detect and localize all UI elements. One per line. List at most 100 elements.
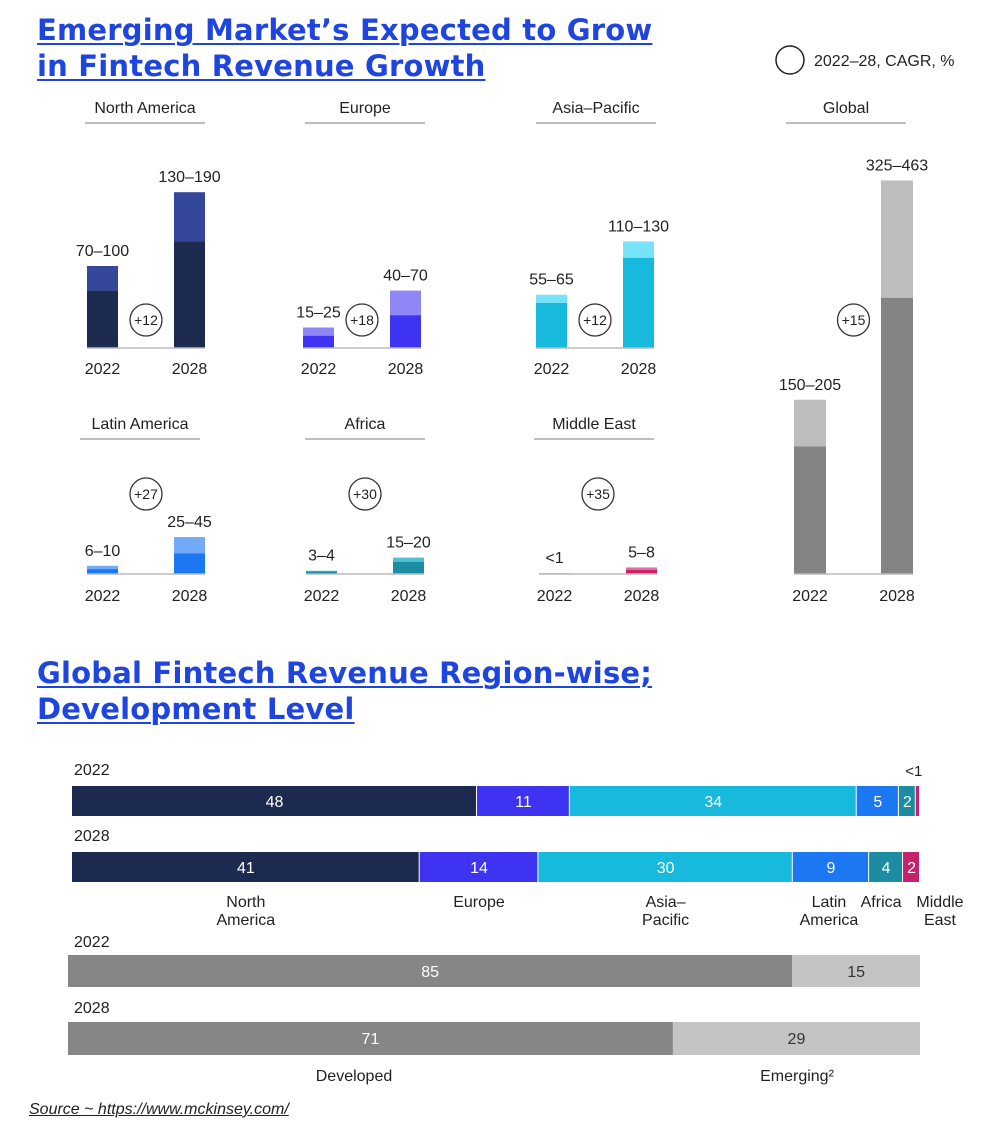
panel-middle-east: Middle East <1 2022 5–8 2028 +35 [534,416,659,605]
stack-seg-middle-east-2022 [915,786,919,816]
section1-title-line1: Emerging Market’s Expected to Grow [37,13,653,47]
cagr-circle-europe [345,303,379,337]
cagr-label-middle-east: +35 [586,486,610,502]
bar-range-middle-east-2028 [626,567,657,570]
bar-range-africa-2028 [393,557,424,562]
bar-range-asia-pacific-2022 [536,294,567,303]
cagr-label-europe: +18 [350,312,374,328]
stack-cat-label-africa: Africa [861,894,902,911]
stack-cat-label2-asia-pacific: Pacific [642,912,689,929]
year-label-middle-east-2022: 2022 [537,588,573,605]
year-label-global-2028: 2028 [879,588,915,605]
bar-range-asia-pacific-2028 [623,241,654,258]
cagr-circle-africa [348,477,382,511]
section1-title: Emerging Market’s Expected to Grow in Fi… [37,12,677,84]
bar-low-africa-2022 [306,571,337,574]
panel-global: Global 150–205 2022 325–463 2028 +15 [779,100,928,605]
cagr-circle-middle-east [581,477,615,511]
stack-label-north-america-2028: 41 [237,860,255,877]
year-label-latin-america-2022: 2022 [85,588,121,605]
bar-range-global-2022 [794,399,826,447]
stack-seg-asia-pacific-2028 [538,852,792,882]
stack-cat-label2-latin-america: America [800,912,859,929]
stack-seg-north-america-2022 [72,786,477,816]
dev-label-developed-2028: 71 [362,1031,380,1048]
stack-label-europe-2022: 11 [515,794,532,811]
panel-title-global: Global [823,100,869,117]
value-label-middle-east-2028: 5–8 [628,544,655,561]
source-note[interactable]: Source ~ https://www.mckinsey.com/ [29,1101,289,1118]
bar-low-middle-east-2028 [626,569,657,574]
value-label-north-america-2022: 70–100 [76,243,129,260]
cagr-circle-latin-america [129,477,163,511]
stack-seg-europe-2022 [477,786,569,816]
bar-low-europe-2028 [390,315,421,348]
cagr-label-asia-pacific: +12 [583,312,607,328]
cagr-label-global: +15 [842,312,866,328]
stack-cat-label-middle-east: Middle [916,894,963,911]
panel-title-asia-pacific: Asia–Pacific [552,100,639,117]
stack-label-asia-pacific-2028: 30 [657,860,675,877]
dev-year-2022: 2022 [74,934,110,951]
year-label-asia-pacific-2022: 2022 [534,361,570,378]
dev-legend-developed: Developed [316,1068,393,1085]
bar-range-europe-2028 [390,290,421,316]
development-share-stacked-bars: 2022 85 15 2028 71 29 Developed Emerging² [68,934,920,1085]
year-label-asia-pacific-2028: 2028 [621,361,657,378]
value-label-europe-2022: 15–25 [296,305,341,322]
stack-seg-asia-pacific-2022 [569,786,856,816]
dev-label-emerging-2022: 15 [847,964,865,981]
dev-seg-emerging-2028 [672,1022,920,1055]
stack-seg-latin-america-2022 [856,786,898,816]
stack-seg-africa-2028 [869,852,903,882]
year-label-global-2022: 2022 [792,588,828,605]
bar-low-latin-america-2022 [87,569,118,574]
dev-legend-emerging: Emerging² [760,1068,834,1085]
stack-label-africa-2022: 2 [903,794,912,811]
value-label-africa-2022: 3–4 [308,548,335,565]
stack-cat-label-asia-pacific: Asia– [646,894,686,911]
stack-cat-label-latin-america: Latin [812,894,847,911]
panel-title-middle-east: Middle East [552,416,636,433]
year-label-europe-2028: 2028 [388,361,424,378]
bar-low-north-america-2022 [87,290,118,348]
stack-seg-latin-america-2028 [792,852,869,882]
value-label-asia-pacific-2028: 110–130 [608,218,669,235]
cagr-legend: 2022–28, CAGR, % [775,45,955,75]
stack-label-middle-east-2028: 2 [907,860,916,877]
bar-low-europe-2022 [303,335,334,348]
stack-label-latin-america-2022: 5 [873,794,882,811]
value-label-latin-america-2028: 25–45 [167,514,212,531]
year-label-europe-2022: 2022 [301,361,337,378]
bar-low-asia-pacific-2022 [536,302,567,348]
panel-asia-pacific: Asia–Pacific 55–65 2022 110–130 2028 +12 [529,100,669,378]
dev-year-2028: 2028 [74,1000,110,1017]
stack-seg-europe-2028 [419,852,538,882]
cagr-circle-north-america [129,303,163,337]
cagr-label-africa: +30 [353,486,377,502]
stack-label-north-america-2022: 48 [266,794,284,811]
regional-revenue-small-multiples: North America 70–100 2022 130–190 2028 +12 Eur… [76,100,928,605]
cagr-label-north-america: +12 [134,312,158,328]
value-label-asia-pacific-2022: 55–65 [529,272,574,289]
panel-africa: Africa 3–4 2022 15–20 2028 +30 [304,416,431,605]
dev-label-developed-2022: 85 [421,964,439,981]
section2-title: Global Fintech Revenue Region-wise; Deve… [37,655,677,727]
bar-low-asia-pacific-2028 [623,257,654,348]
panel-title-latin-america: Latin America [92,416,189,433]
cagr-legend-circle [775,45,805,75]
panel-title-africa: Africa [345,416,386,433]
year-label-africa-2028: 2028 [391,588,427,605]
section2-title-line1: Global Fintech Revenue Region-wise; [37,656,653,690]
bar-low-global-2028 [881,297,913,574]
stack-label-africa-2028: 4 [882,860,891,877]
stack-seg-middle-east-2028 [903,852,919,882]
year-label-latin-america-2028: 2028 [172,588,208,605]
value-label-north-america-2028: 130–190 [158,169,220,186]
panel-north-america: North America 70–100 2022 130–190 2028 +12 [76,100,221,378]
panel-title-europe: Europe [339,100,391,117]
bar-range-africa-2022 [306,570,337,572]
panel-europe: Europe 15–25 2022 40–70 2028 +18 [296,100,428,378]
